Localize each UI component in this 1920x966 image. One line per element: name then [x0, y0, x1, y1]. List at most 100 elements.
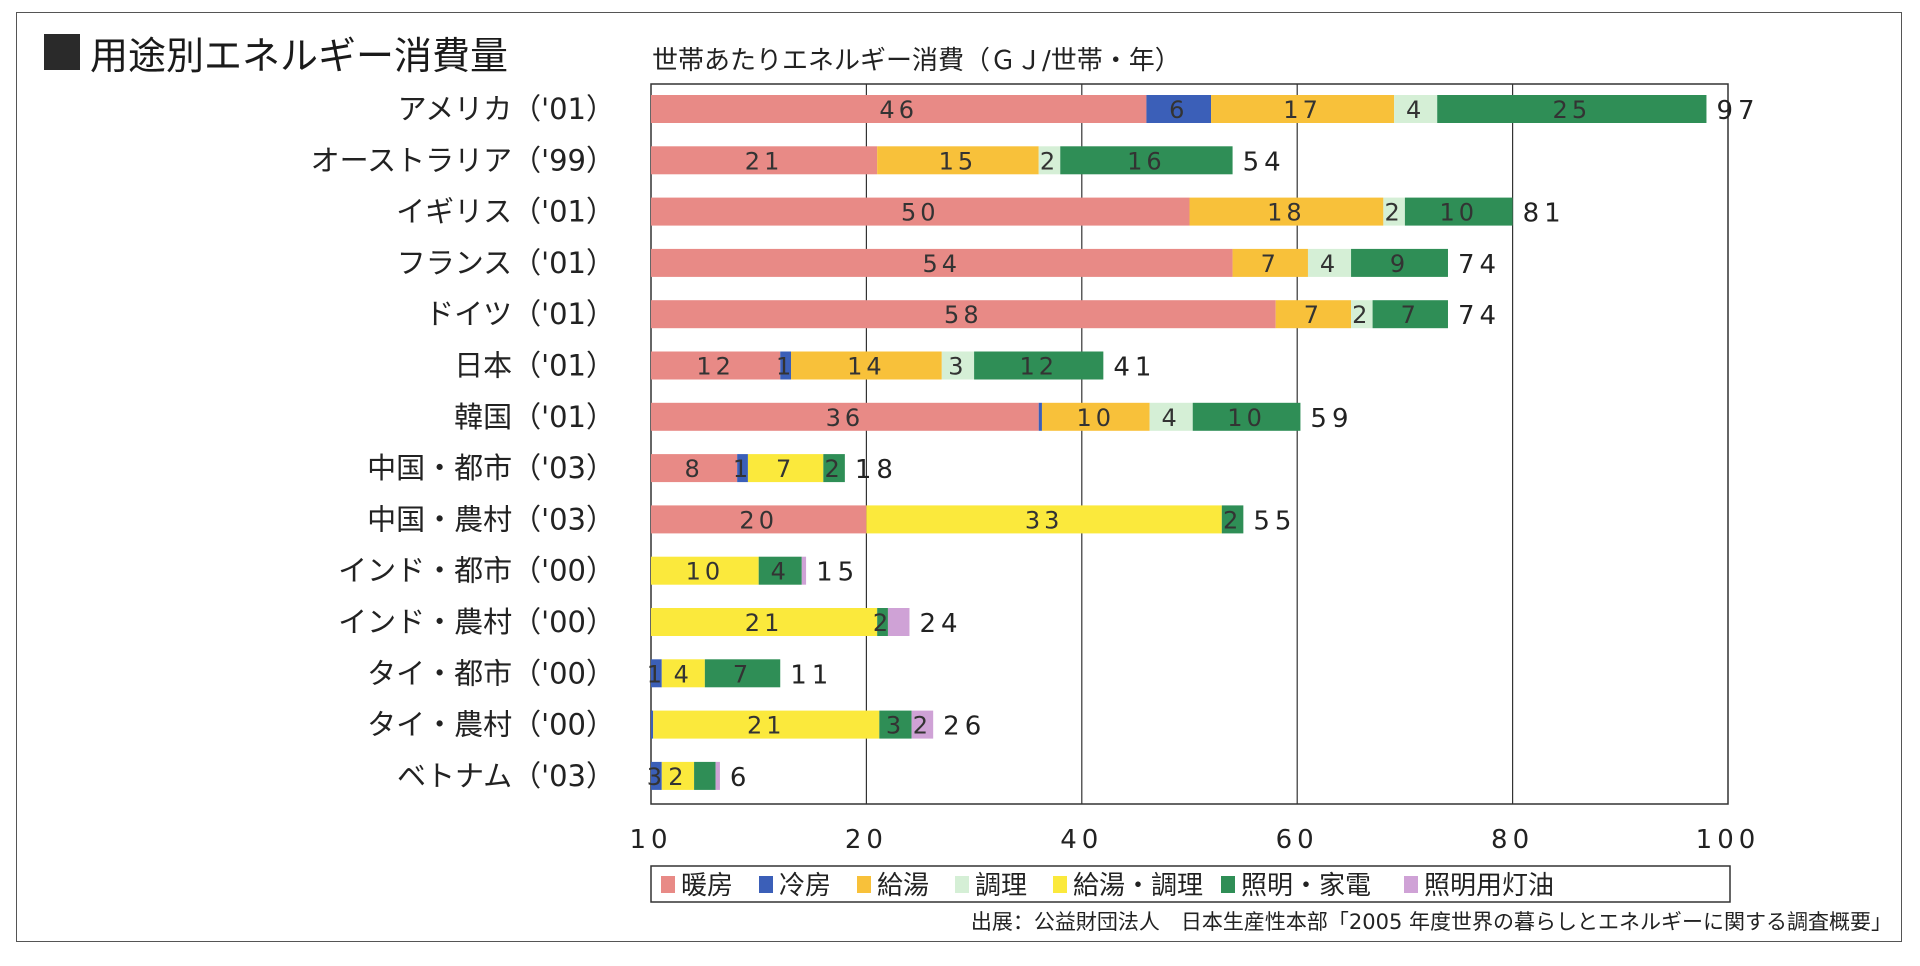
segment-label: 6 — [1169, 96, 1188, 124]
segment-label: 15 — [939, 147, 978, 175]
legend-label: 調理 — [975, 871, 1027, 901]
segment-label: 2 — [1040, 147, 1059, 175]
bar-segment — [1211, 95, 1395, 123]
bar-segment — [651, 402, 1039, 431]
chart-subtitle: 世帯あたりエネルギー消費（ＧＪ/世帯・年） — [652, 46, 1181, 76]
segment-label: 1 — [776, 353, 795, 381]
x-tick-label: 20 — [845, 825, 888, 855]
bar-segment — [1149, 402, 1193, 431]
segment-label: 25 — [1553, 96, 1592, 124]
bar-segment — [877, 608, 888, 636]
category-label: ドイツ（'01） — [425, 297, 615, 331]
segment-label: 2 — [668, 763, 687, 791]
segment-label: 7 — [1261, 250, 1280, 278]
segment-label: 10 — [1077, 404, 1116, 432]
segment-label: 4 — [674, 660, 693, 688]
segment-label: 54 — [923, 250, 962, 278]
segment-label: 7 — [1304, 301, 1323, 329]
total-label: 26 — [943, 712, 986, 742]
total-label: 81 — [1523, 199, 1566, 229]
bar-segment — [651, 556, 759, 585]
segment-label: 4 — [1320, 250, 1339, 278]
category-label: タイ・都市（'00） — [367, 656, 615, 690]
legend-label: 給湯・調理 — [1073, 871, 1203, 901]
segment-label: 8 — [684, 455, 703, 483]
legend-swatch — [661, 876, 675, 893]
category-label: オーストラリア（'99） — [311, 143, 615, 177]
bar-segment — [1038, 402, 1042, 431]
bar-segment — [866, 505, 1222, 534]
bar-segment — [1060, 146, 1233, 175]
segment-label: 2 — [1223, 506, 1242, 534]
bar-segment — [661, 761, 695, 790]
title-block: 用途別エネルギー消費量 — [44, 28, 508, 78]
category-label: インド・農村（'00） — [338, 605, 615, 639]
segment-label: 12 — [696, 353, 735, 381]
category-label: 韓国（'01） — [454, 400, 615, 434]
total-label: 97 — [1716, 96, 1759, 126]
x-tick-label: 40 — [1060, 825, 1103, 855]
bar-segment — [651, 710, 654, 739]
bar-segment — [651, 197, 1190, 226]
category-label: タイ・農村（'00） — [367, 708, 615, 742]
total-label: 6 — [730, 763, 752, 793]
bar-segment — [694, 761, 716, 790]
segment-label: 3 — [948, 353, 967, 381]
page-title: 用途別エネルギー消費量 — [90, 33, 509, 78]
bar-segment — [1404, 197, 1513, 226]
bar-segment — [1038, 146, 1061, 175]
segment-label: 7 — [733, 660, 752, 688]
segment-label: 1 — [733, 455, 752, 483]
segment-label: 17 — [1283, 96, 1322, 124]
segment-label: 10 — [686, 558, 725, 586]
segment-label: 10 — [1439, 199, 1478, 227]
segment-label: 20 — [739, 506, 778, 534]
bar-segment — [758, 556, 802, 585]
segment-label: 10 — [1227, 404, 1266, 432]
segment-label: 4 — [1162, 404, 1181, 432]
legend-label: 照明用灯油 — [1424, 871, 1554, 901]
bar-segment — [911, 710, 934, 739]
bar-segment — [651, 248, 1233, 277]
bar-segment — [1232, 248, 1308, 277]
legend-label: 冷房 — [779, 871, 831, 901]
category-label: イギリス（'01） — [396, 195, 615, 229]
segment-label: 1 — [647, 660, 666, 688]
segment-label: 21 — [747, 712, 786, 740]
bar-segment — [661, 659, 705, 688]
category-label: インド・都市（'00） — [338, 554, 615, 588]
bar-segment — [651, 146, 878, 175]
chart-frame — [16, 12, 1902, 942]
x-tick-label: 60 — [1276, 825, 1319, 855]
total-label: 15 — [816, 558, 859, 588]
bar-segment — [823, 454, 845, 483]
bar-segment — [651, 505, 867, 534]
bar-segment — [791, 351, 942, 380]
legend-swatch — [1221, 876, 1235, 893]
segment-label: 4 — [771, 558, 790, 586]
segment-label: 7 — [776, 455, 795, 483]
bar-segment — [651, 95, 1147, 123]
segment-label: 46 — [879, 96, 918, 124]
bar-segment — [715, 761, 720, 790]
category-label: フランス（'01） — [397, 246, 615, 280]
bar-segment — [704, 659, 781, 688]
legend-swatch — [1053, 876, 1067, 893]
total-label: 59 — [1310, 404, 1353, 434]
bar-segment — [651, 351, 781, 380]
segment-label: 14 — [847, 353, 886, 381]
category-label: 中国・都市（'03） — [367, 451, 615, 485]
bar-segment — [737, 454, 748, 483]
category-label: アメリカ（'01） — [398, 92, 615, 126]
segment-label: 21 — [745, 147, 784, 175]
legend-box — [650, 865, 1731, 903]
segment-label: 2 — [1384, 199, 1403, 227]
bar-segment — [1275, 300, 1352, 329]
segment-label: 3 — [886, 712, 905, 740]
bar-segment — [887, 608, 910, 636]
bar-segment — [651, 761, 662, 790]
x-tick-label: 10 — [629, 825, 672, 855]
category-label: 日本（'01） — [454, 349, 615, 383]
legend-label: 照明・家電 — [1241, 871, 1371, 901]
total-label: 74 — [1458, 250, 1501, 280]
